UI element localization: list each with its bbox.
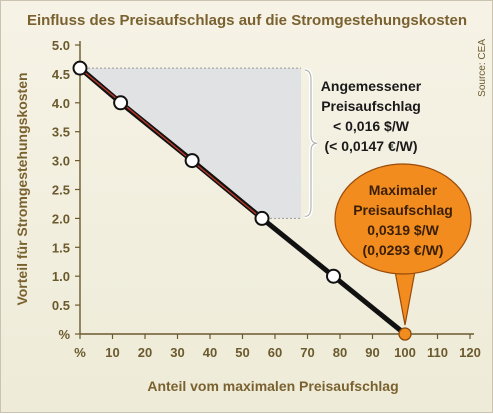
x-tick-label: %	[74, 345, 86, 360]
callout-bubble	[334, 163, 472, 275]
annotation-angemessen-line: Angemessener	[321, 78, 422, 94]
data-point	[326, 268, 341, 284]
y-tick-label: %	[58, 327, 70, 342]
shaded-region	[80, 67, 318, 219]
data-point	[398, 327, 412, 341]
x-tick-label: 10	[105, 345, 119, 360]
x-tick-label: 60	[268, 345, 282, 360]
y-tick-label: 3.0	[52, 154, 70, 169]
axes: % 0.5 1.0 1.5 2.0 2.5 3.0 3.5 4.0 4.5 5.0% 10 20 30 40…	[52, 38, 481, 360]
annotation-angemessen-line: < 0,016 $/W	[333, 118, 410, 134]
x-tick-label: 40	[203, 345, 217, 360]
x-axis-label: Anteil vom maximalen Preisaufschlag	[147, 378, 398, 394]
y-tick-label: 0.5	[52, 298, 70, 313]
data-point	[113, 95, 129, 111]
x-tick-label: 20	[138, 345, 152, 360]
annotation-angemessen-line: (< 0,0147 €/W)	[325, 138, 418, 154]
annotation-maximal-line: Maximaler	[369, 182, 438, 198]
annotation-angemessen-line: Preisaufschlag	[321, 98, 421, 114]
x-tick-label: 30	[170, 345, 184, 360]
series-line	[72, 60, 412, 341]
x-tick-label: 90	[365, 345, 379, 360]
callout-joint	[397, 259, 413, 273]
y-tick-label: 1.0	[52, 269, 70, 284]
y-tick-label: 3.5	[52, 125, 70, 140]
x-tick-label: 110	[427, 345, 448, 360]
y-tick-label: 5.0	[52, 38, 70, 53]
annotation-maximal-line: (0,0293 €/W)	[363, 242, 444, 258]
series-highlight	[81, 69, 265, 221]
data-point	[254, 210, 270, 226]
brace	[304, 69, 318, 217]
chart-title: Einfluss des Preisaufschlags auf die Str…	[27, 12, 467, 29]
y-axis-label: Vorteil für Stromgestehungskosten	[14, 72, 30, 305]
data-point	[72, 60, 88, 76]
annotations: Angemessener Preisaufschlag < 0,016 $/W (< …	[321, 78, 472, 326]
y-tick-label: 4.0	[52, 96, 70, 111]
x-tick-label: 100	[394, 345, 416, 360]
data-point	[184, 153, 200, 169]
x-tick-label: 70	[300, 345, 314, 360]
annotation-maximal-line: 0,0319 $/W	[367, 222, 439, 238]
y-tick-label: 2.5	[52, 183, 70, 198]
x-tick-label: 50	[235, 345, 249, 360]
callout-pointer	[394, 270, 416, 326]
y-tick-label: 2.0	[52, 211, 70, 226]
y-tick-label: 4.5	[52, 67, 70, 82]
annotation-maximal-line: Preisaufschlag	[353, 202, 453, 218]
x-tick-label: 120	[459, 345, 481, 360]
source-label: Source: CEA	[477, 39, 488, 97]
y-tick-label: 1.5	[52, 240, 70, 255]
x-tick-label: 80	[333, 345, 347, 360]
shaded-area	[80, 68, 301, 219]
